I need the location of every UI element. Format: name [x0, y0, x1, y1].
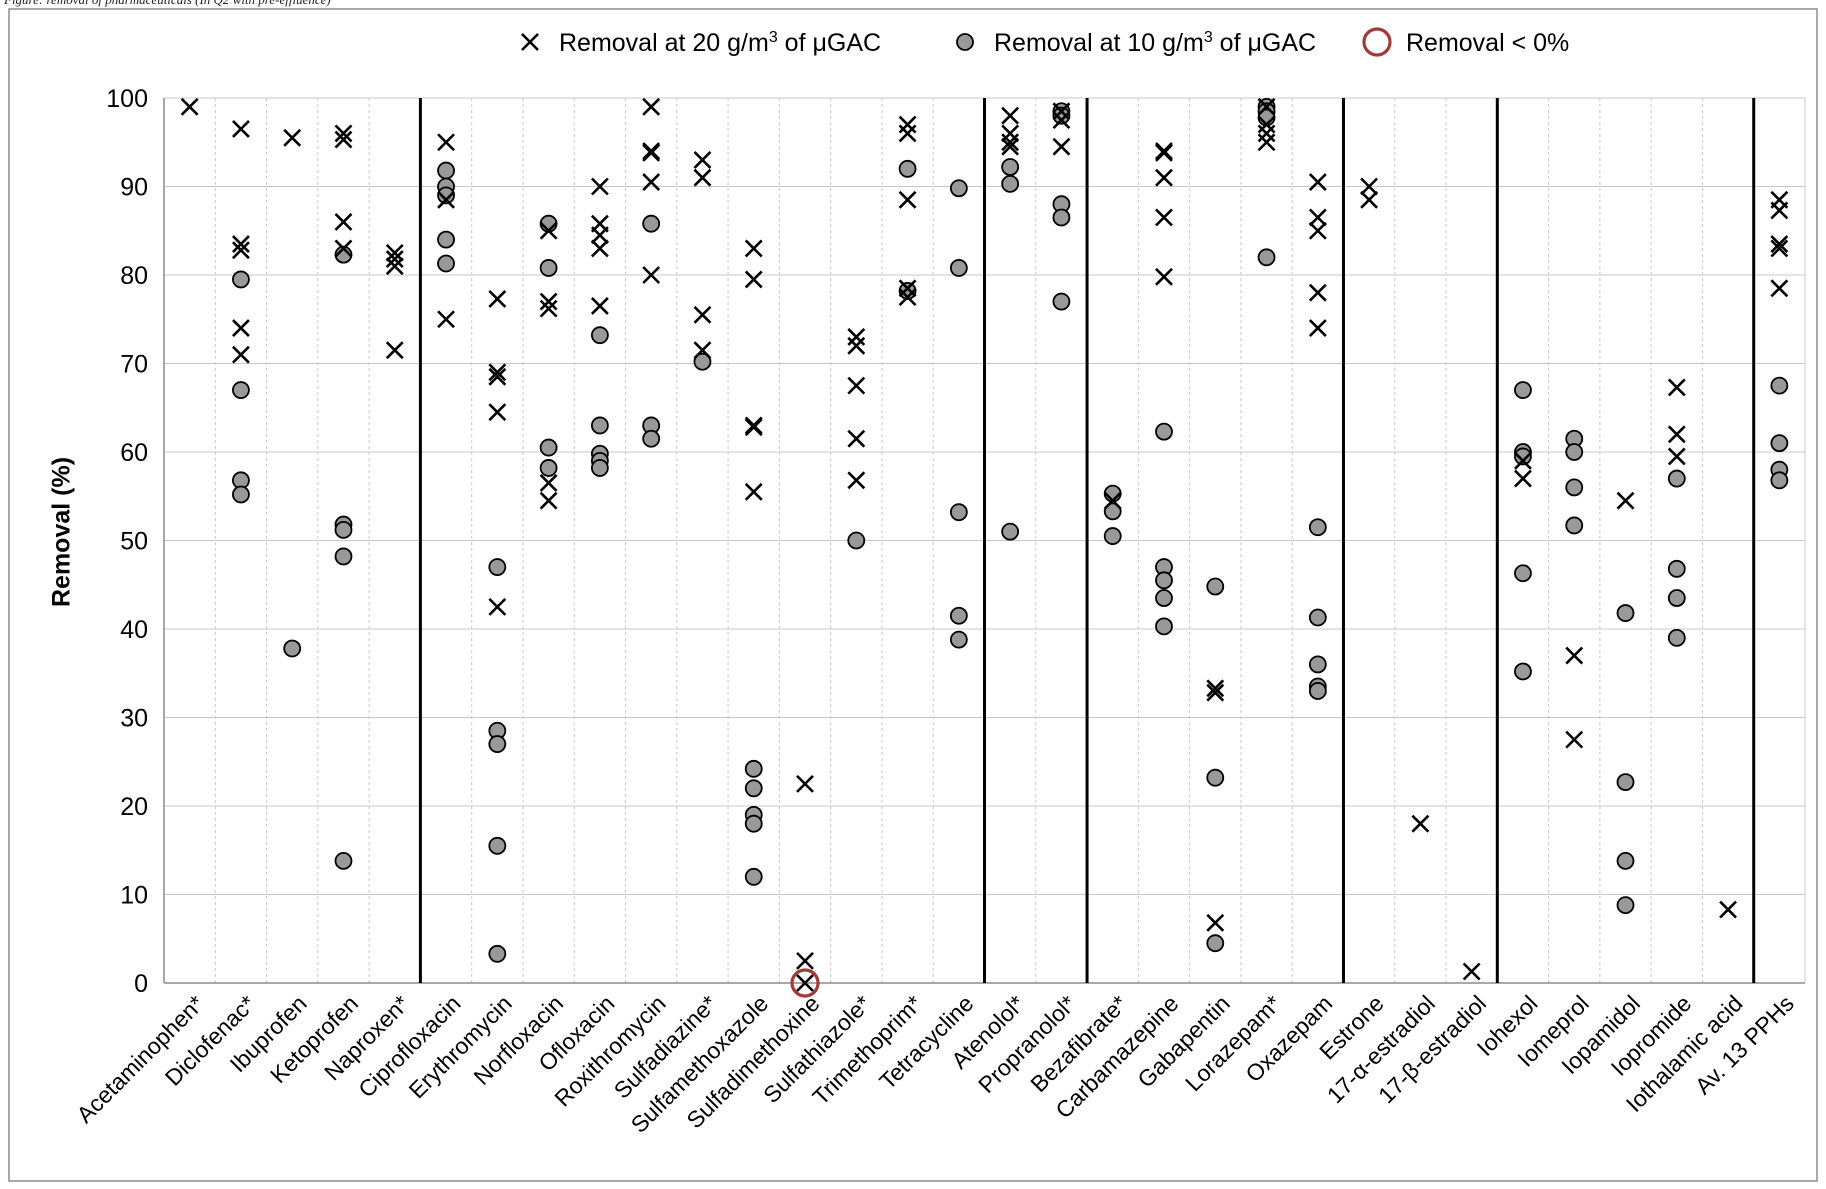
point-10g-gac [746, 780, 762, 796]
point-10g-gac [489, 559, 505, 575]
point-10g-gac [284, 640, 300, 656]
point-10g-gac [1669, 630, 1685, 646]
point-10g-gac [1771, 378, 1787, 394]
point-10g-gac [643, 216, 659, 232]
point-10g-gac [438, 232, 454, 248]
point-10g-gac [1310, 683, 1326, 699]
point-10g-gac [643, 431, 659, 447]
y-tick-label: 50 [120, 528, 148, 556]
point-10g-gac [1207, 579, 1223, 595]
point-10g-gac [1618, 853, 1634, 869]
point-10g-gac [1515, 565, 1531, 581]
point-10g-gac [541, 260, 557, 276]
point-10g-gac [1259, 249, 1275, 265]
point-10g-gac [1002, 524, 1018, 540]
point-10g-gac [489, 838, 505, 854]
point-10g-gac [1669, 561, 1685, 577]
point-10g-gac [1156, 590, 1172, 606]
point-10g-gac [335, 522, 351, 538]
point-10g-gac [438, 255, 454, 271]
y-tick-label: 20 [120, 793, 148, 821]
legend-label: Removal at 10 g/m3 of μGAC [994, 29, 1316, 57]
point-10g-gac [1618, 897, 1634, 913]
point-10g-gac [1515, 382, 1531, 398]
point-10g-gac [592, 460, 608, 476]
y-tick-label: 10 [120, 882, 148, 910]
y-tick-label: 0 [134, 970, 148, 998]
point-10g-gac [1310, 519, 1326, 535]
point-10g-gac [951, 260, 967, 276]
point-10g-gac [1310, 656, 1326, 672]
y-tick-label: 70 [120, 351, 148, 379]
y-tick-label: 90 [120, 174, 148, 202]
point-10g-gac [1207, 935, 1223, 951]
point-10g-gac [1310, 609, 1326, 625]
point-10g-gac [1053, 209, 1069, 225]
point-10g-gac [1156, 572, 1172, 588]
point-10g-gac [335, 853, 351, 869]
point-10g-gac [1566, 479, 1582, 495]
point-10g-gac [592, 417, 608, 433]
y-tick-label: 60 [120, 439, 148, 467]
y-tick-label: 40 [120, 616, 148, 644]
point-10g-gac [438, 163, 454, 179]
y-tick-label: 80 [120, 262, 148, 290]
point-10g-gac [1002, 159, 1018, 175]
point-10g-gac [848, 533, 864, 549]
point-10g-gac [951, 504, 967, 520]
point-10g-gac [592, 327, 608, 343]
y-tick-label: 30 [120, 705, 148, 733]
point-10g-gac [541, 440, 557, 456]
legend-item: Removal at 20 g/m3 of μGAC [522, 29, 881, 57]
legend-marker-circle [957, 34, 973, 50]
point-10g-gac [233, 271, 249, 287]
point-10g-gac [1207, 770, 1223, 786]
legend-item: Removal at 10 g/m3 of μGAC [957, 29, 1316, 57]
point-10g-gac [1105, 528, 1121, 544]
legend-label: Removal < 0% [1406, 29, 1569, 57]
point-10g-gac [489, 736, 505, 752]
point-10g-gac [1771, 472, 1787, 488]
point-10g-gac [1156, 424, 1172, 440]
y-tick-label: 100 [106, 85, 148, 113]
y-axis-title: Removal (%) [48, 457, 76, 607]
point-10g-gac [335, 548, 351, 564]
point-10g-gac [1618, 774, 1634, 790]
point-10g-gac [1156, 618, 1172, 634]
point-10g-gac [951, 180, 967, 196]
legend-label: Removal at 20 g/m3 of μGAC [559, 29, 881, 57]
point-10g-gac [951, 608, 967, 624]
legend: Removal at 20 g/m3 of μGAC Removal at 10 … [522, 29, 1569, 57]
point-10g-gac [1669, 471, 1685, 487]
point-10g-gac [233, 382, 249, 398]
point-10g-gac [541, 460, 557, 476]
point-10g-gac [900, 161, 916, 177]
point-10g-gac [1053, 294, 1069, 310]
point-10g-gac [951, 632, 967, 648]
point-10g-gac [1566, 517, 1582, 533]
point-10g-gac [746, 761, 762, 777]
point-10g-gac [746, 869, 762, 885]
point-10g-gac [746, 816, 762, 832]
point-10g-gac [1669, 590, 1685, 606]
point-10g-gac [1515, 663, 1531, 679]
point-10g-gac [1566, 444, 1582, 460]
point-10g-gac [1618, 605, 1634, 621]
point-10g-gac [1771, 435, 1787, 451]
point-10g-gac [489, 946, 505, 962]
point-10g-gac [233, 486, 249, 502]
point-10g-gac [1002, 176, 1018, 192]
